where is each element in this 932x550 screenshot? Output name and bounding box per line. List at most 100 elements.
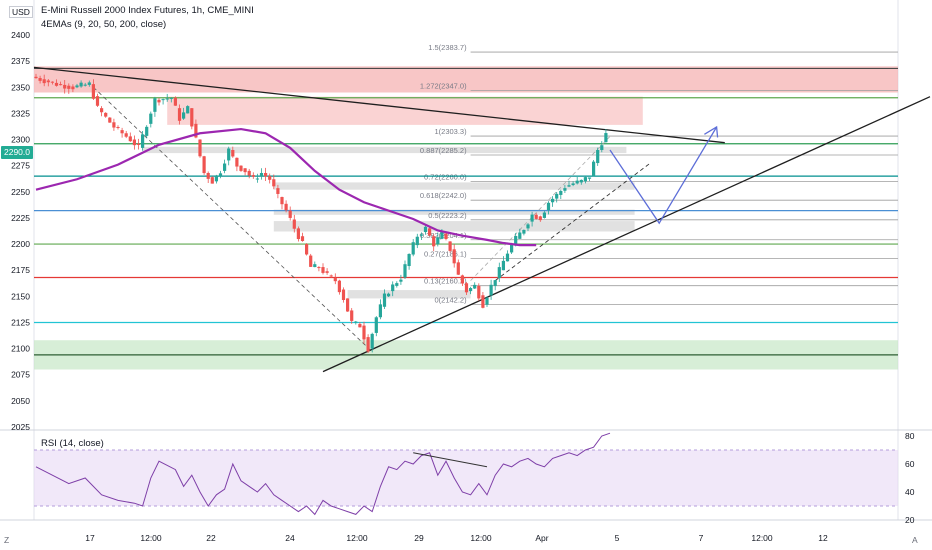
candle-body [284, 203, 288, 211]
candle-body [473, 284, 477, 289]
candle-body [469, 288, 473, 292]
price-tick-8: 2200 [11, 239, 30, 249]
candle-body [239, 165, 243, 171]
rsi-band [34, 450, 898, 506]
timezone-button[interactable]: Z [4, 535, 10, 545]
rsi-legend[interactable]: RSI (14, close) [41, 438, 104, 449]
zone-4 [273, 209, 635, 215]
fib-label-0: 1.5(2383.7) [428, 43, 467, 52]
candle-body [120, 130, 124, 134]
price-tick-3: 2325 [11, 108, 30, 118]
candle-body [75, 85, 79, 88]
ascending-trendline [322, 96, 931, 373]
candle-body [79, 82, 83, 87]
candle-body [67, 85, 71, 89]
price-tick-15: 2025 [11, 422, 30, 432]
zone-1 [167, 96, 643, 125]
candle-body [255, 178, 259, 180]
fib-label-2: 1(2303.3) [434, 127, 467, 136]
candle-body [370, 333, 374, 349]
candle-body [112, 122, 116, 128]
auto-scale-button[interactable]: A [912, 535, 918, 545]
candle-body [34, 76, 38, 79]
candle-body [477, 285, 481, 299]
channel-dash [494, 162, 652, 282]
time-tick-3: 24 [285, 533, 295, 543]
rsi-tick-3: 20 [905, 515, 915, 525]
candle-body [206, 172, 210, 179]
candle-body [489, 284, 493, 296]
candle-body [362, 325, 366, 340]
time-tick-8: 5 [615, 533, 620, 543]
candle-body [145, 126, 149, 136]
candle-body [333, 278, 337, 282]
candle-body [358, 324, 362, 328]
candle-body [288, 210, 292, 218]
time-tick-11: 12 [818, 533, 828, 543]
candle-body [403, 264, 407, 278]
time-tick-0: 17 [85, 533, 95, 543]
candle-body [54, 82, 59, 86]
candle-body [460, 275, 464, 284]
zone-0 [34, 66, 898, 93]
candle-body [497, 267, 501, 279]
projection-arrowhead [704, 125, 719, 138]
candle-body [579, 179, 583, 183]
candle-body [132, 139, 136, 146]
candle-body [423, 226, 428, 233]
time-tick-7: Apr [535, 533, 548, 543]
candle-body [551, 198, 555, 203]
candle-body [505, 253, 510, 262]
candle-body [309, 255, 313, 267]
price-tick-0: 2400 [11, 30, 30, 40]
candle-body [83, 84, 87, 86]
price-tick-2: 2350 [11, 82, 30, 92]
candle-body [522, 229, 526, 234]
candle-body [563, 188, 567, 191]
candle-body [555, 193, 559, 199]
candle-body [395, 283, 399, 286]
candle-body [440, 231, 444, 239]
candle-body [292, 219, 296, 229]
symbol-title: E-Mini Russell 2000 Index Futures, 1h, C… [41, 5, 254, 16]
time-tick-10: 12:00 [751, 533, 773, 543]
candle-body [91, 84, 95, 99]
channel-dash-upper [470, 136, 611, 281]
price-tick-4: 2300 [11, 135, 30, 145]
candle-body [214, 175, 218, 182]
currency-label[interactable]: USD [9, 6, 33, 18]
candle-body [510, 244, 514, 253]
candle-body [514, 236, 518, 246]
candle-body [485, 297, 489, 305]
price-tick-5: 2275 [11, 161, 30, 171]
candle-body [382, 293, 387, 307]
fib-label-5: 0.618(2242.0) [420, 191, 467, 200]
candle-body [116, 126, 120, 128]
price-tick-12: 2100 [11, 344, 30, 354]
candle-body [100, 108, 104, 113]
candle-body [428, 228, 432, 236]
indicator-legend[interactable]: 4EMAs (9, 20, 50, 200, close) [41, 19, 167, 30]
price-tick-1: 2375 [11, 56, 30, 66]
candle-body [305, 244, 309, 255]
candle-body [374, 317, 378, 333]
fib-label-3: 0.887(2285.2) [420, 146, 467, 155]
candle-body [317, 267, 321, 269]
candle-body [194, 123, 198, 138]
candle-body [136, 143, 141, 145]
candle-body [280, 197, 284, 205]
candle-body [399, 279, 403, 282]
candle-body [198, 139, 202, 157]
candle-body [59, 84, 63, 86]
candle-body [264, 172, 268, 177]
candle-body [604, 133, 608, 143]
candle-body [71, 86, 75, 90]
candle-body [432, 236, 436, 247]
candle-body [493, 280, 497, 286]
candle-body [341, 289, 346, 300]
price-tick-9: 2175 [11, 265, 30, 275]
candle-body [300, 236, 305, 241]
candle-body [530, 214, 534, 222]
candle-body [42, 79, 46, 84]
